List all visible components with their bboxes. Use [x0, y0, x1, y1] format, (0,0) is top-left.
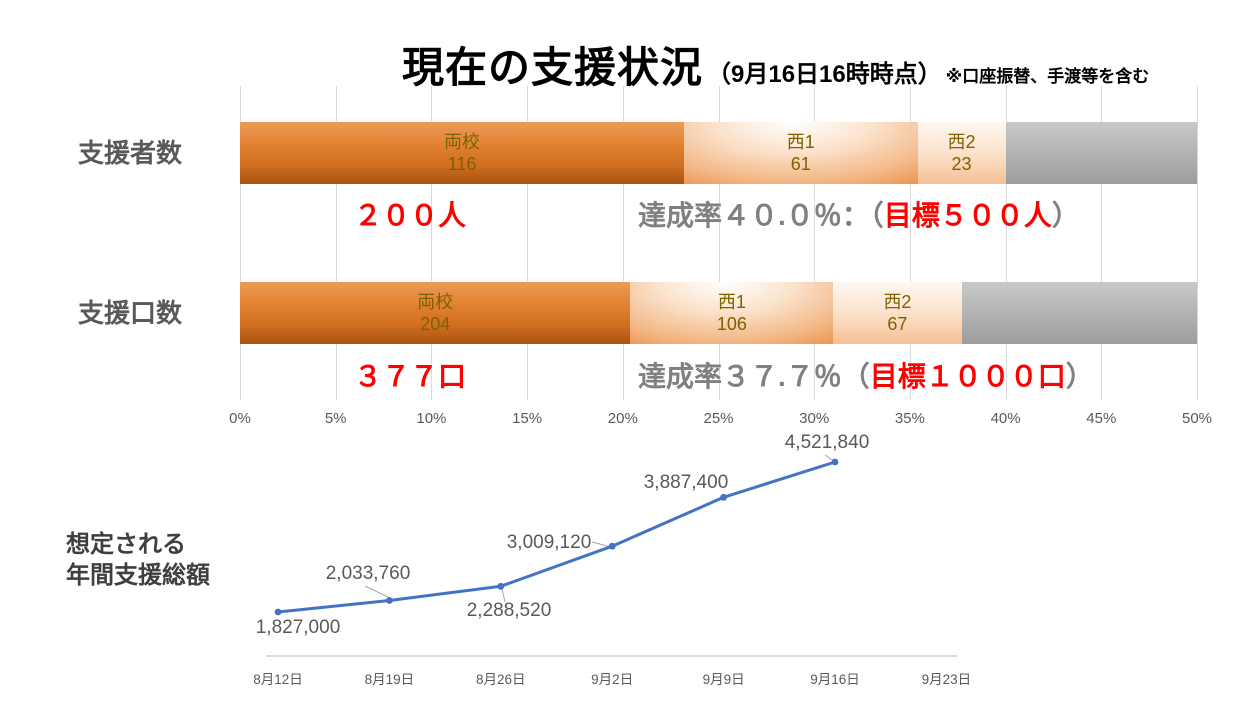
bar1-close-paren: ） [1051, 200, 1080, 231]
line-data-label: 2,288,520 [466, 600, 552, 621]
data-point-marker [608, 542, 616, 550]
stacked-bar-1: 両校 116 西1 61 西2 23 [240, 122, 1197, 184]
line-chart-title: 想定される 年間支援総額 [66, 529, 210, 591]
bar-remainder [1005, 122, 1197, 184]
x-axis-tick-label: 20% [607, 410, 638, 427]
data-point-marker [497, 582, 505, 590]
bar2-total: ３７７口 [353, 361, 466, 392]
bar-segment-両校: 両校 116 [240, 122, 685, 184]
bar2-achievement: 達成率３７.７％（目標１０００口） [638, 355, 1094, 395]
bar1-rate-text: 達成率４０.０％：（ [638, 200, 884, 231]
segment-value: 116 [447, 154, 477, 174]
gridline [431, 86, 433, 400]
gridline [335, 86, 337, 400]
bar-segment-西1: 西1 61 [684, 122, 918, 184]
bar-segment-両校: 両校 204 [240, 282, 631, 344]
segment-value: 61 [790, 154, 811, 174]
x-axis-tick-label: 15% [512, 410, 543, 427]
x-axis-tick-label: 40% [990, 410, 1021, 427]
data-point-marker [274, 608, 282, 616]
line-data-label: 1,827,000 [255, 617, 341, 638]
data-point-marker [720, 493, 727, 501]
x-axis-tick-label: 5% [324, 410, 347, 427]
x-axis-tick-label: 45% [1086, 410, 1117, 427]
bar-segment-西1: 西1 106 [630, 282, 834, 344]
bar-segment-西2: 西2 67 [833, 282, 962, 344]
x-axis-tick-label: 25% [703, 410, 734, 427]
bar1-achievement: 達成率４０.０％：（目標５００人） [638, 194, 1080, 234]
line-x-axis-label: 9月2日 [591, 672, 634, 687]
segment-name: 西2 [883, 292, 912, 312]
title-row: 現在の支援状況 （9月16日16時時点） ※口座振替、手渡等を含む [402, 34, 1149, 95]
gridline [240, 86, 241, 400]
x-axis-tick-label: 35% [894, 410, 925, 427]
gridline [909, 86, 911, 400]
x-axis-tick-label: 50% [1181, 410, 1213, 427]
segment-name: 西1 [786, 132, 815, 152]
data-label-leader [824, 454, 836, 463]
title-note: ※口座振替、手渡等を含む [945, 67, 1150, 86]
page-title: 現在の支援状況 [402, 44, 704, 91]
bar2-close-paren: ） [1065, 361, 1094, 392]
title-timestamp: （9月16日16時時点） [707, 61, 942, 88]
x-axis-tick-label: 30% [799, 410, 830, 427]
line-chart-title-line2: 年間支援総額 [66, 562, 210, 589]
segment-name: 両校 [444, 132, 481, 152]
bar1-total: ２００人 [353, 200, 466, 231]
data-point-marker [386, 597, 393, 604]
line-chart-title-line1: 想定される [66, 531, 186, 558]
segment-value: 67 [887, 314, 908, 334]
segment-name: 西1 [717, 292, 746, 312]
bar2-title: 支援口数 [78, 298, 183, 328]
bar-remainder [961, 282, 1197, 344]
gridline [622, 86, 624, 400]
segment-value: 204 [420, 314, 451, 334]
bar2-goal-text: 目標１０００口 [869, 361, 1066, 392]
gridline [814, 86, 816, 400]
line-x-axis-label: 8月26日 [476, 672, 526, 687]
x-axis-tick-label: 10% [416, 410, 447, 427]
line-data-label: 3,887,400 [643, 472, 729, 493]
x-axis-tick-label: 0% [229, 410, 251, 427]
line-data-label: 2,033,760 [325, 563, 411, 584]
line-data-label: 4,521,840 [784, 432, 870, 453]
gridline [718, 86, 720, 400]
segment-name: 西2 [947, 132, 976, 152]
stacked-bar-2: 両校 204 西1 106 西2 67 [240, 282, 1197, 344]
gridline [1197, 86, 1198, 400]
bar-segment-西2: 西2 23 [917, 122, 1006, 184]
segment-value: 106 [716, 314, 747, 334]
gridline [527, 86, 529, 400]
line-data-label: 3,009,120 [506, 532, 592, 553]
bar1-title: 支援者数 [78, 138, 183, 168]
line-x-axis-label: 9月23日 [921, 672, 972, 687]
line-x-axis-label: 8月19日 [364, 672, 415, 687]
gridline [1101, 86, 1103, 400]
segment-name: 両校 [417, 292, 454, 312]
gridline [1005, 86, 1007, 400]
data-label-leader [591, 541, 612, 548]
data-point-marker [831, 458, 839, 466]
data-label-leader [364, 585, 391, 599]
segment-value: 23 [951, 154, 972, 174]
line-x-axis-label: 9月9日 [702, 672, 745, 687]
line-x-axis-label: 8月12日 [253, 672, 303, 687]
bar2-rate-text: 達成率３７.７％（ [638, 361, 870, 392]
line-x-axis-label: 9月16日 [810, 672, 860, 687]
bar1-goal-text: 目標５００人 [883, 200, 1052, 231]
